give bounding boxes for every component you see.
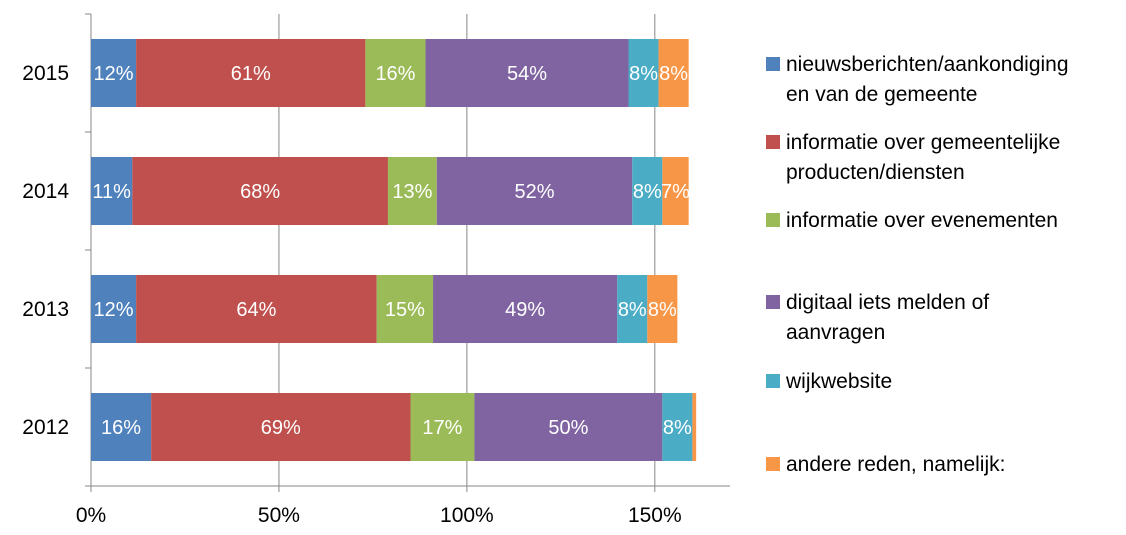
- bar-segment: [91, 157, 133, 225]
- data-label: 8%: [648, 299, 677, 321]
- bar-segment: [91, 393, 152, 461]
- legend-swatch: [766, 57, 780, 71]
- legend-swatch: [766, 374, 780, 388]
- legend-item-digitaal-melden: digitaal iets melden of aanvragen: [766, 288, 1126, 348]
- bar-segment: [628, 39, 659, 107]
- bar-segment: [436, 157, 633, 225]
- x-tick-label: 0%: [76, 504, 106, 527]
- data-label: 8%: [663, 417, 692, 439]
- bar-segment: [425, 39, 629, 107]
- data-label: 13%: [392, 181, 432, 203]
- data-label: 52%: [515, 181, 555, 203]
- legend-item-informatie-producten: informatie over gemeentelijke producten/d…: [766, 128, 1126, 188]
- y-tick-label: 2012: [22, 416, 69, 439]
- bar-segment: [662, 393, 693, 461]
- stacked-bar-chart: 0% 50% 100% 150%2015 12% 61% 16% 54% 8% 8%2014 11%…: [22, 13, 730, 527]
- data-label: 8%: [633, 181, 662, 203]
- legend-label: wijkwebsite: [786, 370, 893, 393]
- bar-segment: [136, 39, 366, 107]
- x-tick-label: 50%: [258, 504, 300, 527]
- data-label: 16%: [375, 63, 415, 85]
- data-label: 17%: [422, 417, 462, 439]
- bar-segment: [662, 157, 689, 225]
- data-label: 7%: [661, 181, 690, 203]
- bar-segment: [410, 393, 475, 461]
- bar-segment: [91, 275, 137, 343]
- data-label: 49%: [505, 299, 545, 321]
- data-label: 15%: [385, 299, 425, 321]
- data-label: 8%: [618, 299, 647, 321]
- bar-segment: [647, 275, 678, 343]
- bar-segment: [151, 393, 411, 461]
- bar-segment: [692, 393, 697, 461]
- bar-segment: [136, 275, 377, 343]
- legend-label: andere reden, namelijk:: [786, 453, 1006, 476]
- legend-label: informatie over evenementen: [786, 209, 1058, 232]
- data-label: 8%: [659, 63, 688, 85]
- legend-item-evenementen: informatie over evenementen: [766, 206, 1126, 236]
- legend-swatch: [766, 457, 780, 471]
- bar-segment: [387, 157, 437, 225]
- bar-segment: [617, 275, 648, 343]
- legend-swatch: [766, 295, 780, 309]
- bar-segment: [474, 393, 663, 461]
- data-label: 12%: [94, 299, 134, 321]
- legend: nieuwsberichten/aankondiging en van de ge…: [766, 0, 1126, 530]
- y-tick-label: 2014: [22, 180, 69, 203]
- bar-segment: [632, 157, 663, 225]
- data-label: 64%: [236, 299, 276, 321]
- x-tick-label: 100%: [440, 504, 494, 527]
- data-label: 69%: [261, 417, 301, 439]
- y-tick-label: 2015: [22, 62, 69, 85]
- data-label: 12%: [94, 63, 134, 85]
- data-label: 11%: [92, 181, 131, 203]
- legend-item-andere-reden: andere reden, namelijk:: [766, 450, 1126, 480]
- legend-item-wijkwebsite: wijkwebsite: [766, 367, 1126, 397]
- legend-item-nieuwsberichten: nieuwsberichten/aankondiging en van de ge…: [766, 50, 1126, 110]
- data-label: 50%: [548, 417, 588, 439]
- x-tick-label: 150%: [628, 504, 682, 527]
- bar-segment: [132, 157, 388, 225]
- legend-label: digitaal iets melden of aanvragen: [786, 291, 990, 344]
- data-label: 8%: [629, 63, 658, 85]
- legend-label: informatie over gemeentelijke producten/d…: [786, 131, 1061, 184]
- legend-swatch: [766, 135, 780, 149]
- bar-segment: [433, 275, 618, 343]
- data-label: 61%: [231, 63, 271, 85]
- legend-swatch: [766, 213, 780, 227]
- legend-label: nieuwsberichten/aankondiging en van de ge…: [786, 53, 1069, 106]
- y-tick-label: 2013: [22, 298, 69, 321]
- data-label: 68%: [240, 181, 280, 203]
- bar-segment: [376, 275, 434, 343]
- bar-segment: [91, 39, 137, 107]
- data-label: 16%: [101, 417, 141, 439]
- bar-segment: [658, 39, 689, 107]
- data-label: 54%: [507, 63, 547, 85]
- bar-segment: [365, 39, 426, 107]
